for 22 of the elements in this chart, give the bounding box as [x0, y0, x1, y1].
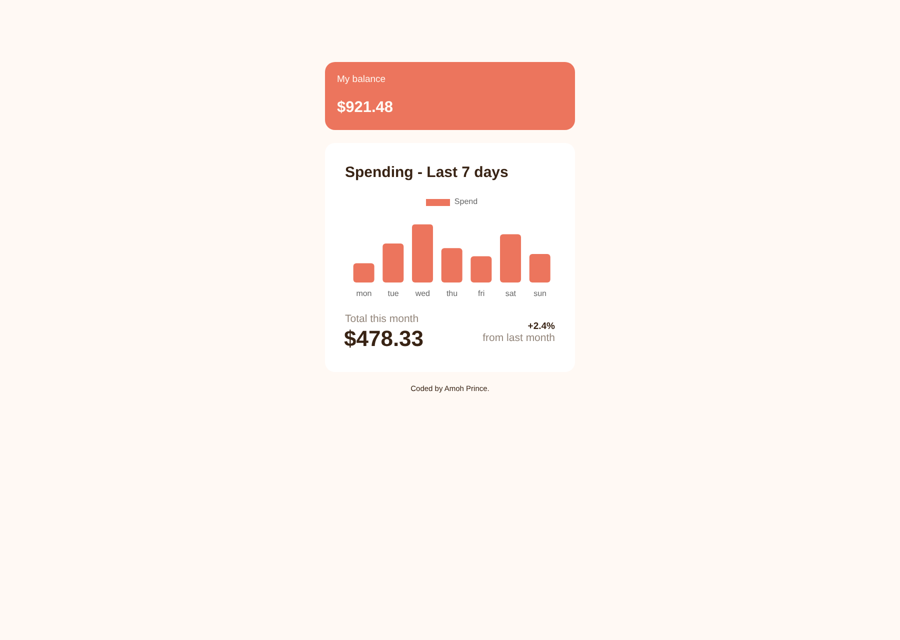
bar: [529, 254, 550, 282]
x-tick-label: wed: [414, 289, 430, 298]
text: Total this month: [345, 312, 419, 327]
chart-title: Spending - Last 7 days: [345, 163, 508, 183]
x-tick-label: thu: [446, 289, 458, 298]
bar: [500, 234, 522, 282]
text: $478.33: [344, 325, 424, 353]
bar: [382, 244, 404, 282]
bar: [412, 224, 433, 282]
text: $921.48: [337, 98, 394, 118]
x-tick-label: fri: [478, 289, 485, 298]
text: from last month: [482, 331, 555, 346]
x-tick-label: sun: [534, 289, 546, 298]
text: My balance: [337, 73, 386, 87]
x-tick-label: tue: [388, 289, 400, 298]
x-tick-label: mon: [356, 289, 372, 298]
bar: [353, 263, 374, 282]
text: +2.4%: [528, 320, 555, 333]
bar: [470, 256, 492, 282]
bar: [441, 248, 462, 282]
legend-label: Spend: [454, 197, 478, 207]
x-tick-label: sat: [505, 289, 517, 298]
